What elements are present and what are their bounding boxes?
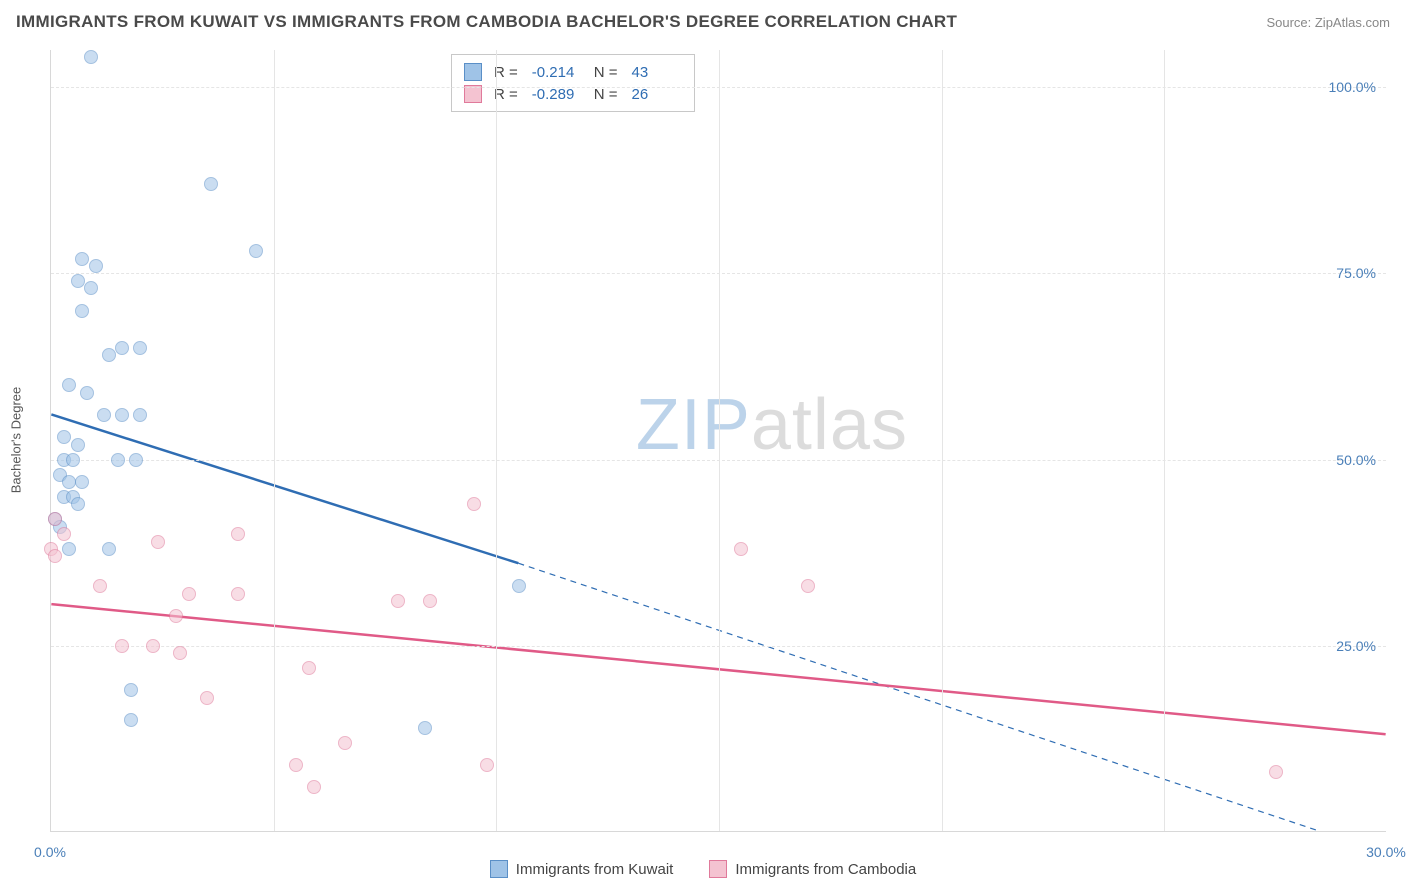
scatter-point <box>231 527 245 541</box>
scatter-point <box>391 594 405 608</box>
scatter-point <box>182 587 196 601</box>
watermark: ZIPatlas <box>636 384 908 466</box>
legend-swatch <box>464 63 482 81</box>
scatter-point <box>133 341 147 355</box>
scatter-point <box>302 661 316 675</box>
series-legend-label: Immigrants from Cambodia <box>735 861 916 878</box>
scatter-point <box>48 512 62 526</box>
scatter-point <box>115 639 129 653</box>
scatter-point <box>151 535 165 549</box>
legend-swatch <box>709 860 727 878</box>
y-axis-label: Bachelor's Degree <box>9 387 24 494</box>
scatter-point <box>1269 765 1283 779</box>
scatter-point <box>307 780 321 794</box>
legend-swatch <box>490 860 508 878</box>
r-label: R = <box>494 64 518 81</box>
series-legend-label: Immigrants from Kuwait <box>516 861 674 878</box>
chart-title: IMMIGRANTS FROM KUWAIT VS IMMIGRANTS FRO… <box>16 12 957 32</box>
n-label: N = <box>594 64 618 81</box>
scatter-point <box>480 758 494 772</box>
scatter-point <box>75 304 89 318</box>
grid-line-vertical <box>1164 50 1165 831</box>
scatter-point <box>48 549 62 563</box>
scatter-point <box>467 497 481 511</box>
scatter-point <box>71 497 85 511</box>
scatter-point <box>423 594 437 608</box>
scatter-point <box>801 579 815 593</box>
scatter-point <box>512 579 526 593</box>
chart-header: IMMIGRANTS FROM KUWAIT VS IMMIGRANTS FRO… <box>16 12 1390 32</box>
x-tick-label: 30.0% <box>1366 844 1406 860</box>
chart-source: Source: ZipAtlas.com <box>1266 15 1390 30</box>
series-legend-item: Immigrants from Kuwait <box>490 860 674 878</box>
scatter-point <box>89 259 103 273</box>
watermark-atlas: atlas <box>751 385 908 465</box>
y-tick-label: 25.0% <box>1336 638 1376 654</box>
scatter-point <box>75 475 89 489</box>
watermark-zip: ZIP <box>636 385 751 465</box>
scatter-point <box>62 378 76 392</box>
trend-line-solid <box>51 414 518 563</box>
trend-line-dashed <box>518 563 1319 831</box>
scatter-point <box>249 244 263 258</box>
scatter-point <box>129 453 143 467</box>
scatter-point <box>204 177 218 191</box>
scatter-point <box>93 579 107 593</box>
scatter-point <box>57 430 71 444</box>
scatter-point <box>734 542 748 556</box>
scatter-point <box>115 408 129 422</box>
scatter-point <box>124 683 138 697</box>
scatter-point <box>124 713 138 727</box>
scatter-point <box>102 348 116 362</box>
grid-line-vertical <box>274 50 275 831</box>
scatter-point <box>115 341 129 355</box>
r-value: -0.214 <box>532 64 582 81</box>
scatter-point <box>71 438 85 452</box>
y-tick-label: 50.0% <box>1336 452 1376 468</box>
scatter-point <box>111 453 125 467</box>
y-tick-label: 100.0% <box>1329 79 1376 95</box>
scatter-point <box>62 542 76 556</box>
scatter-point <box>57 527 71 541</box>
scatter-point <box>97 408 111 422</box>
series-legend-item: Immigrants from Cambodia <box>709 860 916 878</box>
y-tick-label: 75.0% <box>1336 265 1376 281</box>
n-value: 43 <box>632 64 682 81</box>
grid-line-vertical <box>719 50 720 831</box>
scatter-point <box>84 50 98 64</box>
scatter-point <box>200 691 214 705</box>
correlation-legend-box: R = -0.214N = 43R = -0.289N = 26 <box>451 54 695 112</box>
scatter-point <box>102 542 116 556</box>
scatter-point <box>338 736 352 750</box>
scatter-point <box>418 721 432 735</box>
scatter-point <box>62 475 76 489</box>
scatter-point <box>289 758 303 772</box>
scatter-point <box>169 609 183 623</box>
scatter-point <box>66 453 80 467</box>
grid-line-vertical <box>496 50 497 831</box>
chart-plot-area: ZIPatlas R = -0.214N = 43R = -0.289N = 2… <box>50 50 1386 832</box>
scatter-point <box>173 646 187 660</box>
scatter-point <box>133 408 147 422</box>
scatter-point <box>231 587 245 601</box>
scatter-point <box>75 252 89 266</box>
scatter-point <box>146 639 160 653</box>
grid-line-vertical <box>942 50 943 831</box>
scatter-point <box>71 274 85 288</box>
series-legend: Immigrants from Kuwait Immigrants from Ca… <box>0 860 1406 878</box>
scatter-point <box>80 386 94 400</box>
scatter-point <box>84 281 98 295</box>
x-tick-label: 0.0% <box>34 844 66 860</box>
